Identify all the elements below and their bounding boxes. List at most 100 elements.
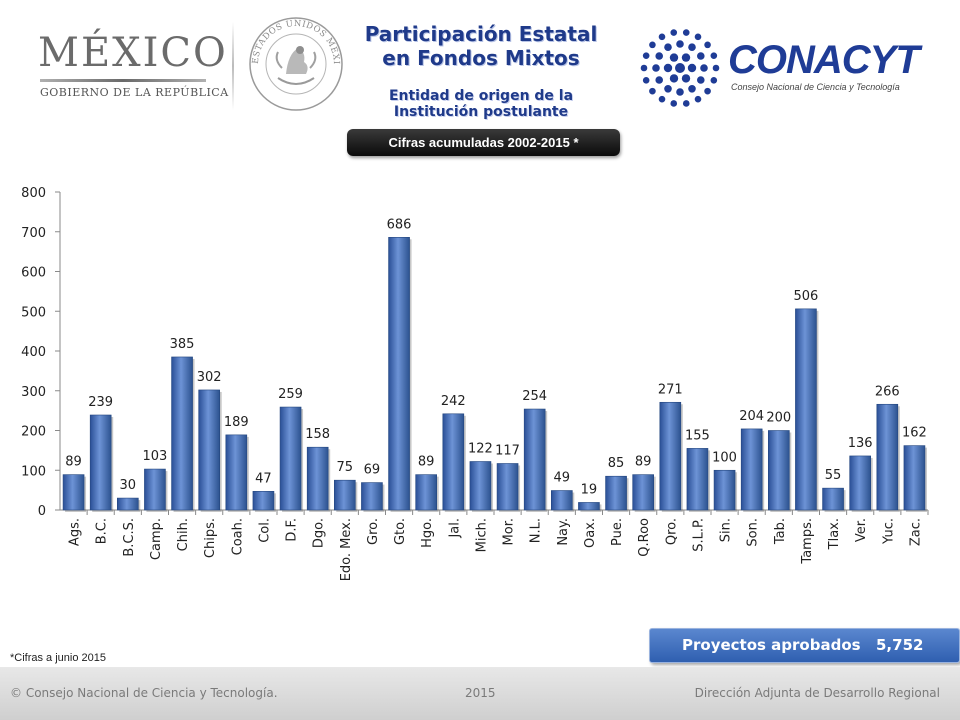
conacyt-dot: [676, 88, 684, 96]
bar-value-label: 85: [608, 456, 625, 471]
page-title-line1: Participación Estatal: [364, 22, 598, 46]
category-label: Gro.: [366, 518, 381, 545]
bar-value-label: 686: [387, 217, 412, 232]
bar-value-label: 89: [65, 455, 82, 470]
category-label: Ver.: [854, 518, 869, 542]
footer: © Consejo Nacional de Ciencia y Tecnolog…: [0, 667, 960, 720]
bar: [768, 430, 790, 511]
bar-value-label: 117: [495, 443, 520, 458]
bar: [713, 469, 736, 511]
category-label: Hgo.: [420, 518, 435, 548]
conacyt-dot: [688, 43, 696, 52]
category-label: Jal.: [447, 518, 462, 539]
conacyt-dot: [642, 77, 650, 84]
bar: [144, 468, 166, 511]
conacyt-dot: [696, 76, 705, 84]
conacyt-dot: [640, 64, 648, 72]
bar-value-label: 266: [875, 384, 900, 399]
bar-value-label: 103: [143, 449, 168, 464]
conacyt-dot: [694, 95, 702, 103]
bar-value-label: 189: [224, 415, 249, 430]
bar-value-label: 259: [278, 387, 303, 402]
conacyt-dot: [670, 100, 678, 107]
bar: [605, 475, 627, 511]
bar-value-label: 158: [305, 427, 330, 442]
category-label: Oax.: [583, 518, 598, 548]
footer-year: 2015: [465, 686, 496, 700]
bar: [740, 428, 763, 511]
conacyt-dot: [681, 74, 691, 83]
bar: [117, 497, 139, 511]
bar-value-label: 254: [522, 389, 547, 404]
conacyt-dot: [682, 29, 690, 36]
bar: [334, 479, 356, 511]
bar-value-label: 506: [794, 289, 819, 304]
mexico-logo-text: MÉXICO: [38, 30, 228, 76]
conacyt-dot: [700, 64, 708, 72]
category-label: Edo. Mex.: [339, 518, 354, 581]
bar: [415, 474, 437, 511]
approved-projects-label: Proyectos aprobados: [682, 636, 861, 654]
y-tick-label: 400: [21, 345, 46, 360]
bar: [252, 491, 275, 511]
footnote: *Cifras a junio 2015: [10, 652, 107, 664]
bar: [523, 408, 546, 511]
bar: [361, 482, 383, 511]
bar-value-label: 302: [197, 370, 222, 385]
bar-value-label: 136: [848, 436, 873, 451]
conacyt-dot: [704, 41, 711, 49]
bar-value-label: 47: [255, 471, 272, 486]
conacyt-dot: [710, 77, 718, 84]
conacyt-dot: [642, 52, 650, 59]
category-label: Chips.: [203, 518, 218, 558]
bar: [686, 448, 709, 511]
category-label: B.C.S.: [122, 518, 137, 557]
category-label: Pue.: [610, 518, 625, 546]
conacyt-subtitle: Consejo Nacional de Ciencia y Tecnología: [731, 82, 900, 92]
y-tick-label: 0: [38, 504, 46, 519]
category-label: Sin.: [719, 518, 734, 542]
y-tick-label: 800: [21, 186, 46, 201]
conacyt-dot: [670, 29, 678, 36]
category-label: Son.: [746, 518, 761, 547]
bar: [849, 455, 871, 511]
bar-value-label: 69: [364, 463, 381, 478]
conacyt-dot: [710, 52, 718, 59]
conacyt-dot: [682, 100, 690, 107]
category-label: Nay.: [556, 518, 571, 546]
bar-value-label: 49: [554, 471, 571, 486]
category-label: S.L.P.: [691, 518, 706, 552]
category-label: Camp.: [149, 518, 164, 560]
bar: [903, 445, 926, 511]
mexico-logo-rule: [40, 79, 206, 82]
bar: [578, 502, 600, 511]
conacyt-dot: [664, 84, 672, 93]
bar-value-label: 271: [658, 382, 683, 397]
conacyt-dot: [687, 63, 697, 73]
bar: [388, 237, 410, 511]
bar-value-label: 89: [635, 455, 652, 470]
y-tick-label: 300: [21, 385, 46, 400]
y-tick-label: 100: [21, 464, 46, 479]
bar: [198, 389, 220, 511]
footer-department: Dirección Adjunta de Desarrollo Regional: [694, 686, 940, 700]
y-tick-label: 600: [21, 266, 46, 281]
category-label: Tamps.: [800, 518, 815, 565]
bar-value-label: 155: [685, 428, 710, 443]
page-title-line2: en Fondos Mixtos: [382, 46, 580, 70]
bar-value-label: 100: [712, 450, 737, 465]
bar: [89, 414, 112, 511]
y-tick-label: 200: [21, 425, 46, 440]
conacyt-dot: [652, 64, 660, 72]
national-seal-icon: ESTADOS UNIDOS MEXICANOS: [248, 16, 343, 111]
conacyt-dot: [658, 95, 666, 103]
bar-value-label: 239: [88, 395, 113, 410]
page-subtitle-line2: Institución postulante: [393, 104, 569, 120]
bar: [551, 490, 573, 511]
category-label: B.C.: [95, 518, 110, 544]
y-tick-label: 700: [21, 226, 46, 241]
category-label: Yuc.: [881, 518, 896, 545]
conacyt-dot: [655, 52, 664, 60]
category-label: Ags.: [68, 518, 83, 546]
category-label: Mich.: [474, 518, 489, 552]
